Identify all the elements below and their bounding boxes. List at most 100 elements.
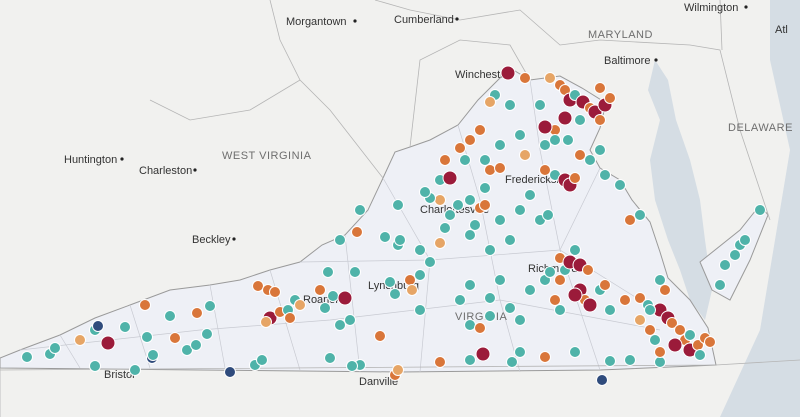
marker [604,92,616,104]
marker [454,142,466,154]
marker [324,352,336,364]
marker [92,320,104,332]
city-label: Atl [775,24,788,36]
marker [604,355,616,367]
marker [49,342,61,354]
marker [346,360,358,372]
marker [562,134,574,146]
marker [754,204,766,216]
marker [322,266,334,278]
marker [89,360,101,372]
marker [534,99,546,111]
marker [392,199,404,211]
marker [514,346,526,358]
marker [544,266,556,278]
marker [392,364,404,376]
marker [519,72,531,84]
marker [374,330,386,342]
city-dot [232,237,236,241]
marker [351,226,363,238]
marker [557,110,573,126]
marker [452,199,464,211]
marker [314,284,326,296]
marker [191,307,203,319]
marker [659,284,671,296]
state-label: VIRGINIA [455,311,507,323]
marker [479,199,491,211]
marker [624,214,636,226]
marker [539,164,551,176]
marker [504,99,516,111]
marker [327,290,339,302]
marker [524,284,536,296]
marker [269,286,281,298]
marker [404,274,416,286]
marker [224,366,236,378]
marker [337,290,353,306]
marker [704,336,716,348]
city-label: Wilmington [684,2,738,14]
city-dot [654,58,658,62]
marker [354,204,366,216]
marker [654,346,666,358]
marker [119,321,131,333]
marker [684,329,696,341]
marker [644,304,656,316]
marker [479,154,491,166]
labels: MARYLAND DELAWARE WEST VIRGINIA VIRGINIA Mor… [64,2,792,388]
marker [139,299,151,311]
marker [484,164,496,176]
marker [649,334,661,346]
marker [569,172,581,184]
city-label: Beckley [192,234,231,246]
marker [574,114,586,126]
marker [319,302,331,314]
marker [506,356,518,368]
marker [634,292,646,304]
marker [599,279,611,291]
marker [141,331,153,343]
marker [484,310,496,322]
city-dot [353,19,357,23]
city-label: Cumberland [394,14,454,26]
marker [594,144,606,156]
city-label: Charlottesville [420,204,489,216]
marker [439,154,451,166]
city-dot [193,168,197,172]
marker [204,300,216,312]
state-label: MARYLAND [588,29,653,41]
marker [494,139,506,151]
city-label: Baltimore [604,55,650,67]
marker [21,351,33,363]
marker [414,304,426,316]
marker [544,72,556,84]
marker [667,337,683,353]
marker [406,284,418,296]
marker [514,204,526,216]
marker [549,134,561,146]
marker [614,179,626,191]
marker [666,317,678,329]
marker [634,314,646,326]
marker [569,244,581,256]
marker [459,154,471,166]
marker [654,356,666,368]
marker [474,322,486,334]
marker [504,234,516,246]
marker [729,249,741,261]
chesapeake-bay [648,60,712,320]
marker [739,234,751,246]
marker [419,186,431,198]
marker [181,344,193,356]
marker [100,335,116,351]
city-dot [120,157,124,161]
marker [464,229,476,241]
marker [464,279,476,291]
marker [424,256,436,268]
marker [389,288,401,300]
marker [414,244,426,256]
marker [334,234,346,246]
city-label: Danville [359,376,398,388]
